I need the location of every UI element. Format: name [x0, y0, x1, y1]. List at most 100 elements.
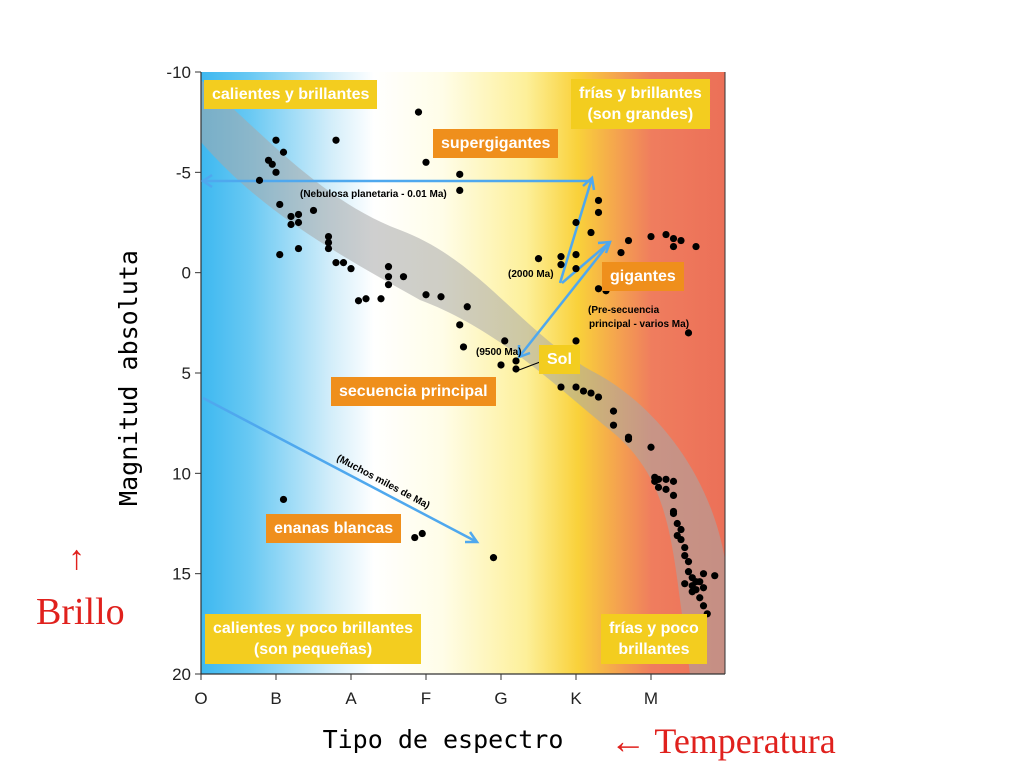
- star-point: [276, 200, 284, 209]
- star-point: [684, 329, 693, 337]
- star-point: [294, 210, 303, 219]
- temperature-label: ← Temperatura: [610, 721, 836, 761]
- star-point: [572, 251, 580, 259]
- label-supergiants: supergigantes: [433, 129, 559, 158]
- label-hot-dim-line1: calientes y poco brillantes: [213, 620, 414, 637]
- label-hot-bright: calientes y brillantes: [204, 80, 378, 109]
- star-point: [377, 295, 385, 303]
- star-point: [456, 170, 464, 178]
- sun-pointer: [518, 361, 541, 371]
- star-point: [422, 291, 430, 299]
- star-point: [669, 477, 678, 485]
- star-point: [272, 168, 280, 176]
- star-point: [647, 443, 655, 451]
- star-point: [669, 234, 678, 243]
- star-point: [347, 265, 355, 273]
- star-point: [609, 407, 618, 415]
- y-axis-title: Magnitud absoluta: [114, 250, 143, 506]
- star-point: [309, 206, 318, 215]
- star-point: [437, 293, 445, 301]
- label-hot-dim: calientes y poco brillantes (son pequeña…: [205, 614, 422, 664]
- star-point: [414, 108, 423, 116]
- y-tick-label: -5: [176, 163, 191, 182]
- star-point: [677, 535, 685, 544]
- label-planetary: (Nebulosa planetaria - 0.01 Ma): [300, 189, 447, 200]
- star-point: [647, 232, 655, 241]
- star-point: [557, 383, 565, 391]
- y-tick-label: 10: [172, 464, 191, 483]
- evolution-arrows: [200, 173, 612, 544]
- label-cool-bright: frías y brillantes (son grandes): [571, 79, 710, 129]
- label-cool-bright-line1: frías y brillantes: [579, 85, 702, 102]
- label-2000: (2000 Ma): [508, 269, 554, 280]
- star-point: [654, 483, 663, 491]
- label-giants: gigantes: [602, 262, 684, 291]
- star-point: [497, 361, 505, 369]
- star-point: [699, 570, 708, 578]
- x-tick-label: M: [644, 689, 658, 708]
- x-tick-label: G: [494, 689, 507, 708]
- label-white-dwarfs: enanas blancas: [266, 514, 402, 543]
- x-tick-label: O: [194, 689, 207, 708]
- star-point: [463, 303, 471, 311]
- star-point: [662, 485, 670, 493]
- brightness-arrow-icon: ↑: [68, 540, 85, 577]
- star-point: [268, 160, 276, 168]
- star-point: [332, 259, 340, 267]
- star-point: [699, 584, 708, 592]
- star-point: [422, 158, 430, 166]
- y-tick-label: 20: [172, 665, 191, 684]
- star-point: [287, 212, 295, 221]
- star-point: [688, 588, 696, 596]
- label-cool-bright-line2: (son grandes): [587, 106, 694, 123]
- star-point: [609, 421, 618, 429]
- star-point: [699, 602, 708, 610]
- star-point: [624, 236, 633, 245]
- star-point: [534, 255, 543, 263]
- star-point: [594, 393, 603, 401]
- star-point: [669, 242, 678, 251]
- star-point: [384, 263, 393, 271]
- x-tick-label: K: [570, 689, 582, 708]
- star-point: [324, 244, 333, 253]
- star-point: [572, 337, 580, 345]
- star-point: [459, 343, 468, 351]
- star-point: [354, 297, 363, 305]
- star-point: [572, 265, 580, 273]
- star-point: [669, 509, 678, 518]
- star-point: [399, 273, 408, 281]
- label-cool-dim: frías y poco brillantes: [601, 614, 707, 664]
- star-point: [339, 259, 348, 267]
- star-point: [279, 148, 288, 156]
- x-tick-label: A: [345, 689, 357, 708]
- star-point: [696, 578, 704, 586]
- star-point: [681, 543, 689, 552]
- label-9500: (9500 Ma): [476, 347, 522, 358]
- star-point: [362, 295, 370, 303]
- star-point: [587, 389, 595, 397]
- star-point: [456, 186, 464, 194]
- star-point: [384, 273, 393, 281]
- star-point: [669, 491, 678, 500]
- star-point: [681, 580, 689, 588]
- star-point: [294, 218, 303, 227]
- star-point: [684, 558, 693, 566]
- star-point: [677, 236, 685, 245]
- star-point: [684, 568, 693, 576]
- star-point: [572, 218, 580, 227]
- star-point: [654, 475, 663, 483]
- star-point: [384, 281, 393, 289]
- star-point: [456, 321, 464, 329]
- label-main-sequence: secuencia principal: [331, 377, 496, 406]
- y-tick-label: 0: [182, 264, 191, 283]
- label-pre-main-2: principal - varios Ma): [589, 319, 689, 330]
- y-tick-label: 15: [172, 565, 191, 584]
- main-sequence-band: [201, 80, 725, 674]
- star-point: [418, 529, 426, 538]
- star-point: [711, 572, 719, 580]
- star-point: [332, 136, 340, 144]
- star-point: [276, 251, 284, 259]
- label-cool-dim-line1: frías y poco: [609, 620, 699, 637]
